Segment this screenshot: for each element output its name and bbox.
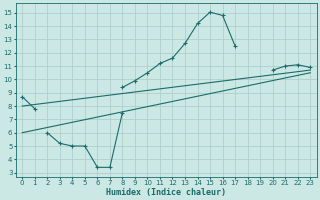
X-axis label: Humidex (Indice chaleur): Humidex (Indice chaleur) [106,188,226,197]
